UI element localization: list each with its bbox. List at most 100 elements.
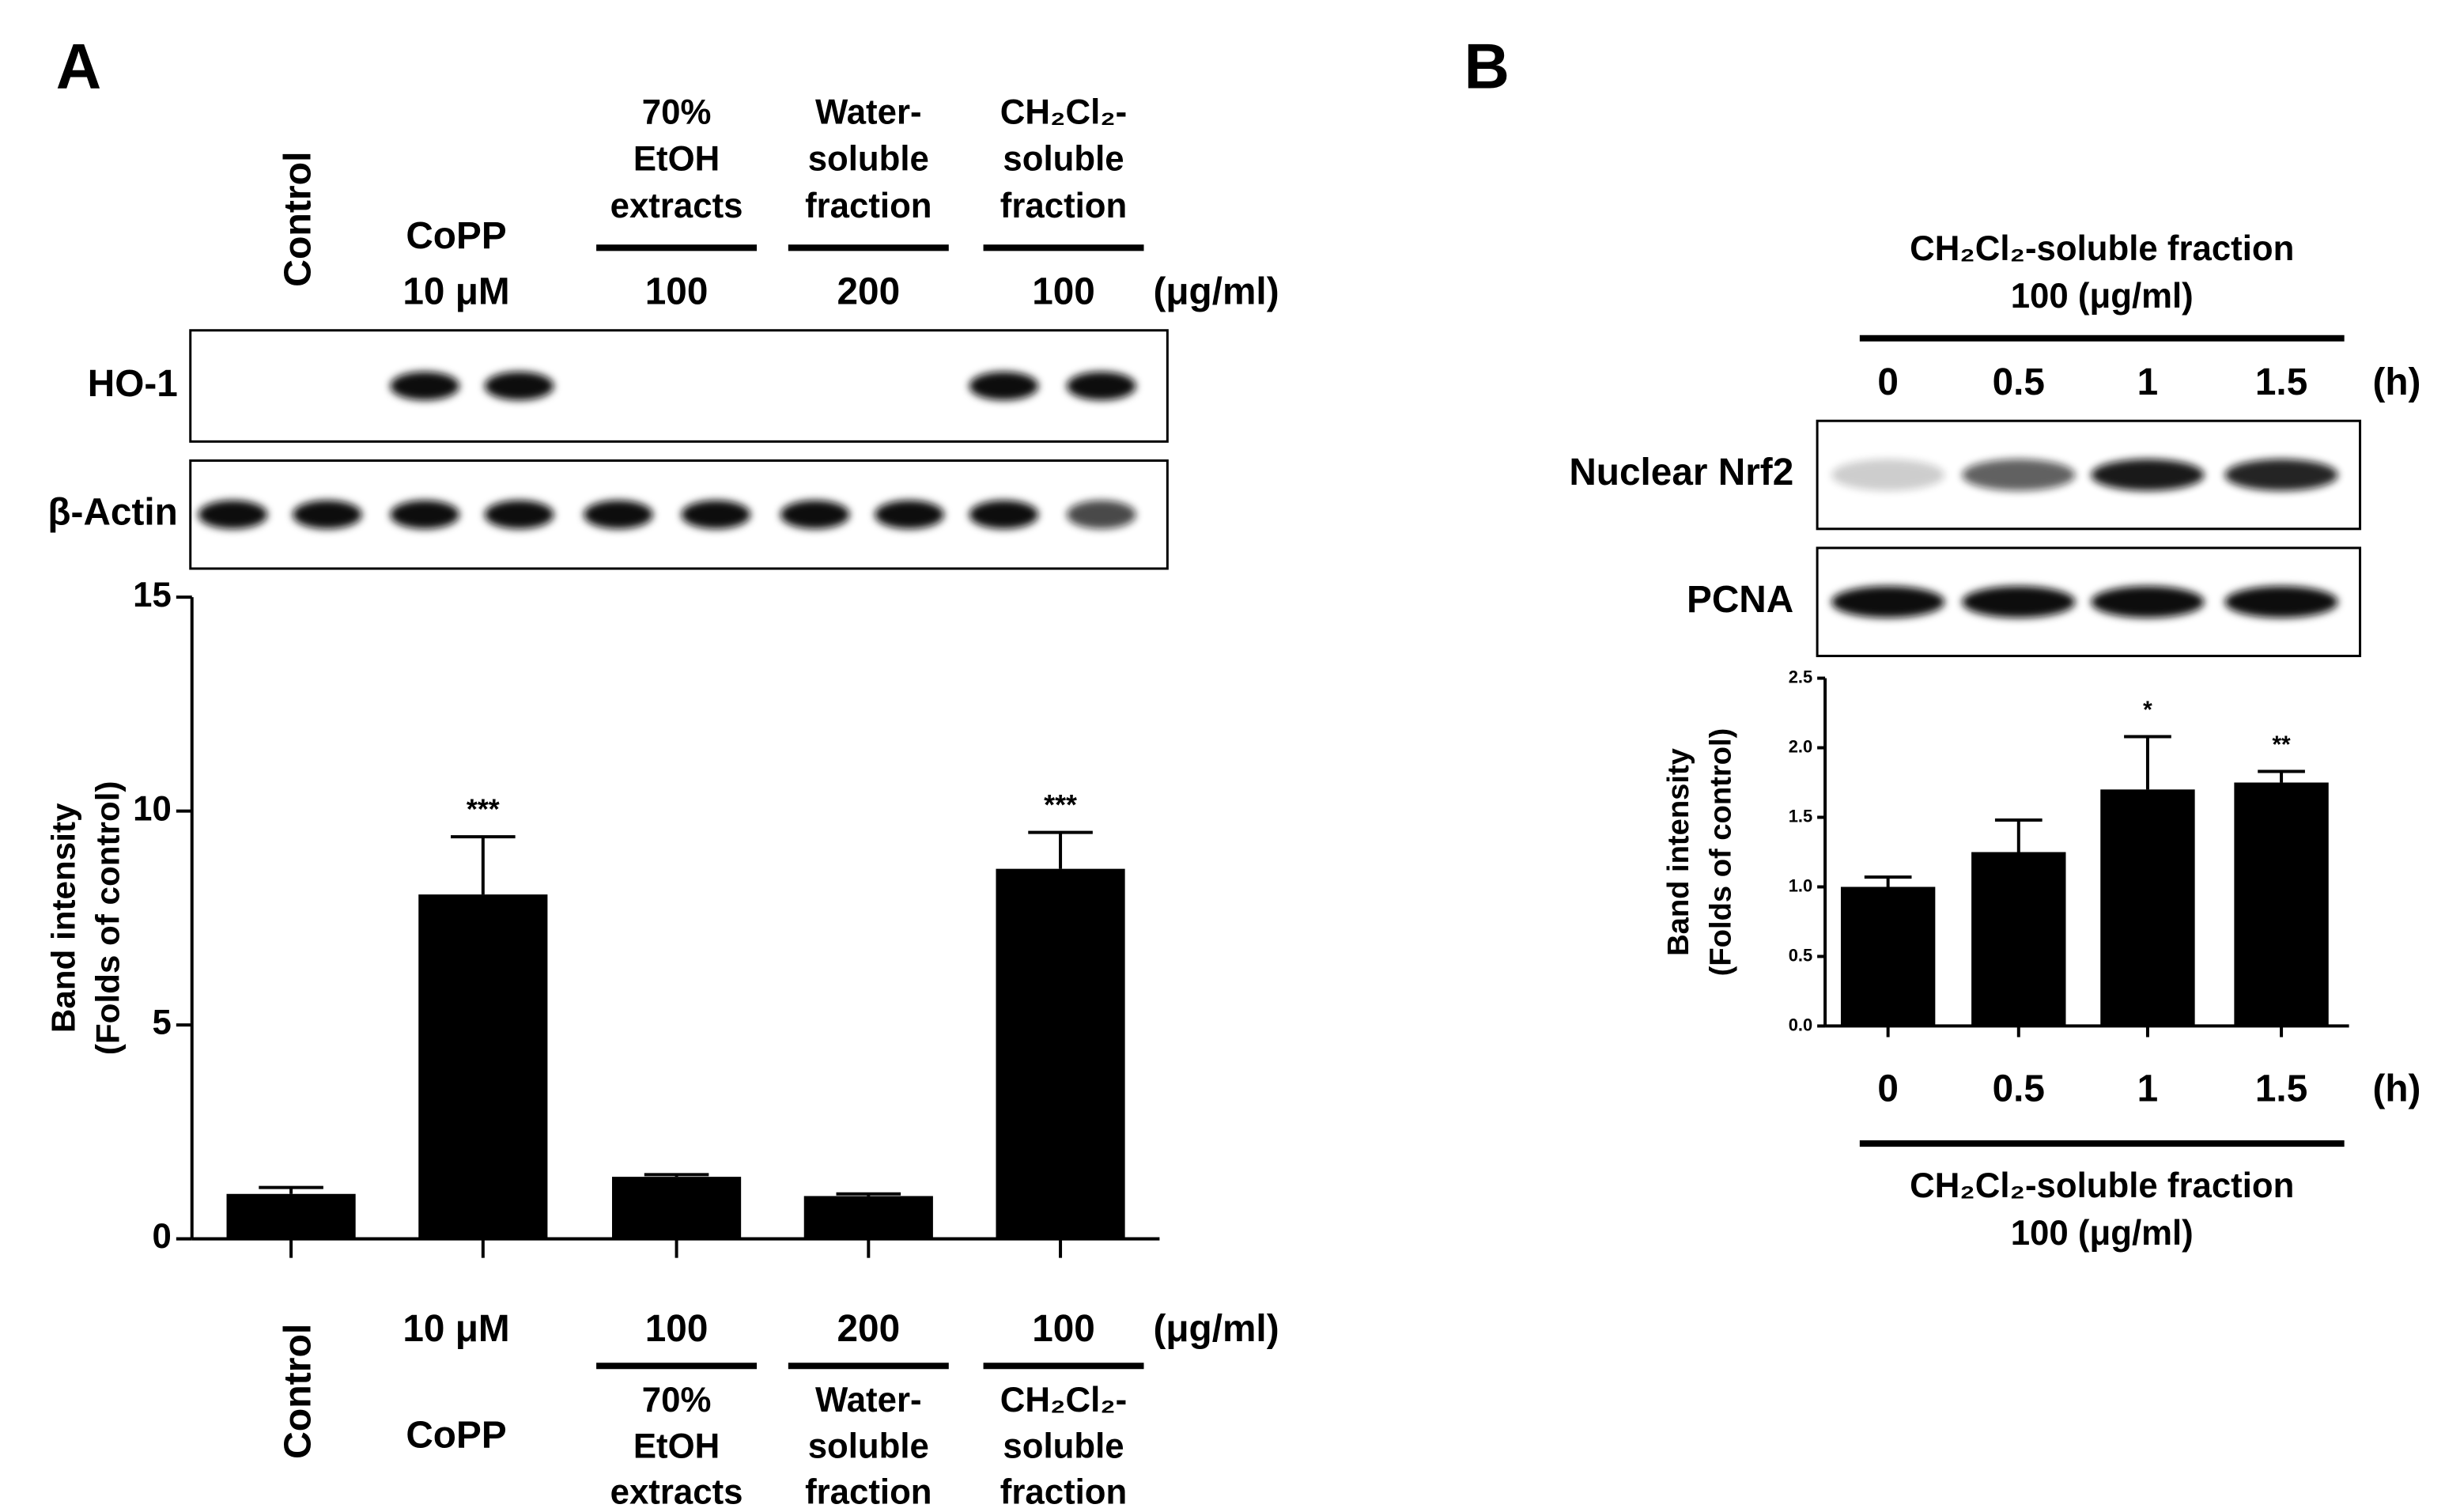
group-label: 70%	[642, 1381, 712, 1419]
y-tick-label: 0	[153, 1217, 172, 1256]
group-label: 100 (μg/ml)	[2011, 277, 2194, 316]
y-tick-label: 2.5	[1789, 667, 1812, 686]
x-tick-label: 1	[2137, 1068, 2159, 1109]
bar	[1840, 886, 1936, 1026]
blot-band	[1831, 586, 1945, 618]
blot-label: Nuclear Nrf2	[1569, 452, 1793, 493]
x-tick-label: 200	[837, 1308, 900, 1350]
blot-band	[681, 500, 751, 529]
group-label: soluble	[808, 1427, 929, 1465]
blot-band	[2224, 459, 2338, 491]
blot-band	[969, 500, 1039, 529]
bar	[418, 894, 548, 1239]
lane-header: 0	[1877, 361, 1899, 403]
group-label: EtOH	[633, 1427, 720, 1465]
unit-label: (μg/ml)	[1153, 1308, 1279, 1350]
group-label: fraction	[1000, 1472, 1127, 1511]
group-label: CH₂Cl₂-	[1000, 1381, 1127, 1419]
x-tick-label: 10 μM	[402, 1308, 509, 1350]
blot-band	[390, 500, 459, 529]
x-tick-label: Control	[278, 1324, 319, 1459]
bar	[996, 868, 1125, 1239]
group-label: soluble	[1003, 139, 1124, 178]
group-label: extracts	[610, 187, 743, 225]
group-label: fraction	[805, 1472, 932, 1511]
group-label: 70%	[642, 93, 712, 131]
blot-label: HO-1	[88, 363, 178, 405]
blot-band	[969, 371, 1039, 401]
blot-band	[1067, 500, 1136, 529]
y-axis-label: Band intensity	[45, 803, 82, 1033]
group-label: CH₂Cl₂-soluble fraction	[1910, 1166, 2294, 1205]
lane-header: 1	[2137, 361, 2159, 403]
bar	[226, 1193, 356, 1239]
group-label: Water-	[815, 1381, 922, 1419]
blot-band	[2224, 586, 2338, 618]
y-tick-label: 5	[153, 1004, 172, 1042]
group-label: soluble	[1003, 1427, 1124, 1465]
group-label: soluble	[808, 139, 929, 178]
blot-band	[875, 500, 944, 529]
y-tick-label: 15	[133, 576, 172, 614]
blot-band	[780, 500, 850, 529]
y-tick-label: 0.5	[1789, 945, 1812, 965]
blot-band	[2091, 586, 2205, 618]
y-tick-label: 1.5	[1789, 806, 1812, 826]
blot-band	[390, 371, 459, 401]
blot-band	[584, 500, 653, 529]
lane-header: 10 μM	[402, 270, 509, 312]
lane-header: 100	[645, 270, 709, 312]
bar	[2234, 782, 2329, 1026]
y-tick-label: 0.0	[1789, 1015, 1812, 1034]
y-tick-label: 10	[133, 789, 172, 828]
lane-header: 1.5	[2255, 361, 2307, 403]
unit-label: (h)	[2372, 1068, 2420, 1109]
blot-band	[198, 500, 268, 529]
lane-header: 100	[1032, 270, 1095, 312]
x-tick-label: 0.5	[1993, 1068, 2045, 1109]
x-tick-label: 0	[1877, 1068, 1899, 1109]
group-label: extracts	[610, 1472, 743, 1511]
blot-band	[2091, 459, 2205, 491]
bar	[1971, 852, 2066, 1026]
lane-header: 200	[837, 270, 900, 312]
group-label: fraction	[1000, 187, 1127, 225]
group-label: CH₂Cl₂-	[1000, 93, 1127, 131]
x-tick-label: 100	[645, 1308, 709, 1350]
significance-label: **	[2272, 731, 2291, 758]
y-axis-label: (Folds of control)	[89, 781, 126, 1056]
blot-band	[1962, 459, 2076, 491]
bar	[611, 1177, 742, 1239]
group-label: fraction	[805, 187, 932, 225]
blot-band	[1962, 586, 2076, 618]
bar	[803, 1196, 933, 1239]
blot-label: β-Actin	[47, 491, 177, 533]
group-label: CoPP	[406, 215, 506, 257]
x-tick-label: 100	[1032, 1308, 1095, 1350]
group-label: EtOH	[633, 139, 720, 178]
group-label: CH₂Cl₂-soluble fraction	[1910, 229, 2294, 268]
blot-label: PCNA	[1687, 579, 1793, 621]
lane-header: Control	[278, 152, 319, 287]
significance-label: ***	[1044, 788, 1077, 821]
blot-band	[1067, 371, 1136, 401]
y-tick-label: 1.0	[1789, 875, 1812, 895]
significance-label: ***	[467, 792, 500, 825]
panel-label: B	[1464, 31, 1510, 101]
y-axis-label: (Folds of control)	[1705, 728, 1738, 977]
y-tick-label: 2.0	[1789, 736, 1812, 756]
group-label: CoPP	[406, 1414, 506, 1456]
unit-label: (h)	[2372, 361, 2420, 403]
group-label: Water-	[815, 93, 922, 131]
panel-label: A	[56, 31, 101, 101]
unit-label: (μg/ml)	[1153, 270, 1279, 312]
blot-band	[484, 500, 554, 529]
blot-band	[293, 500, 362, 529]
lane-header: 0.5	[1993, 361, 2045, 403]
x-tick-label: 1.5	[2255, 1068, 2307, 1109]
blot-band	[1831, 459, 1945, 491]
significance-label: *	[2143, 697, 2152, 723]
group-label: 100 (μg/ml)	[2011, 1214, 2194, 1253]
